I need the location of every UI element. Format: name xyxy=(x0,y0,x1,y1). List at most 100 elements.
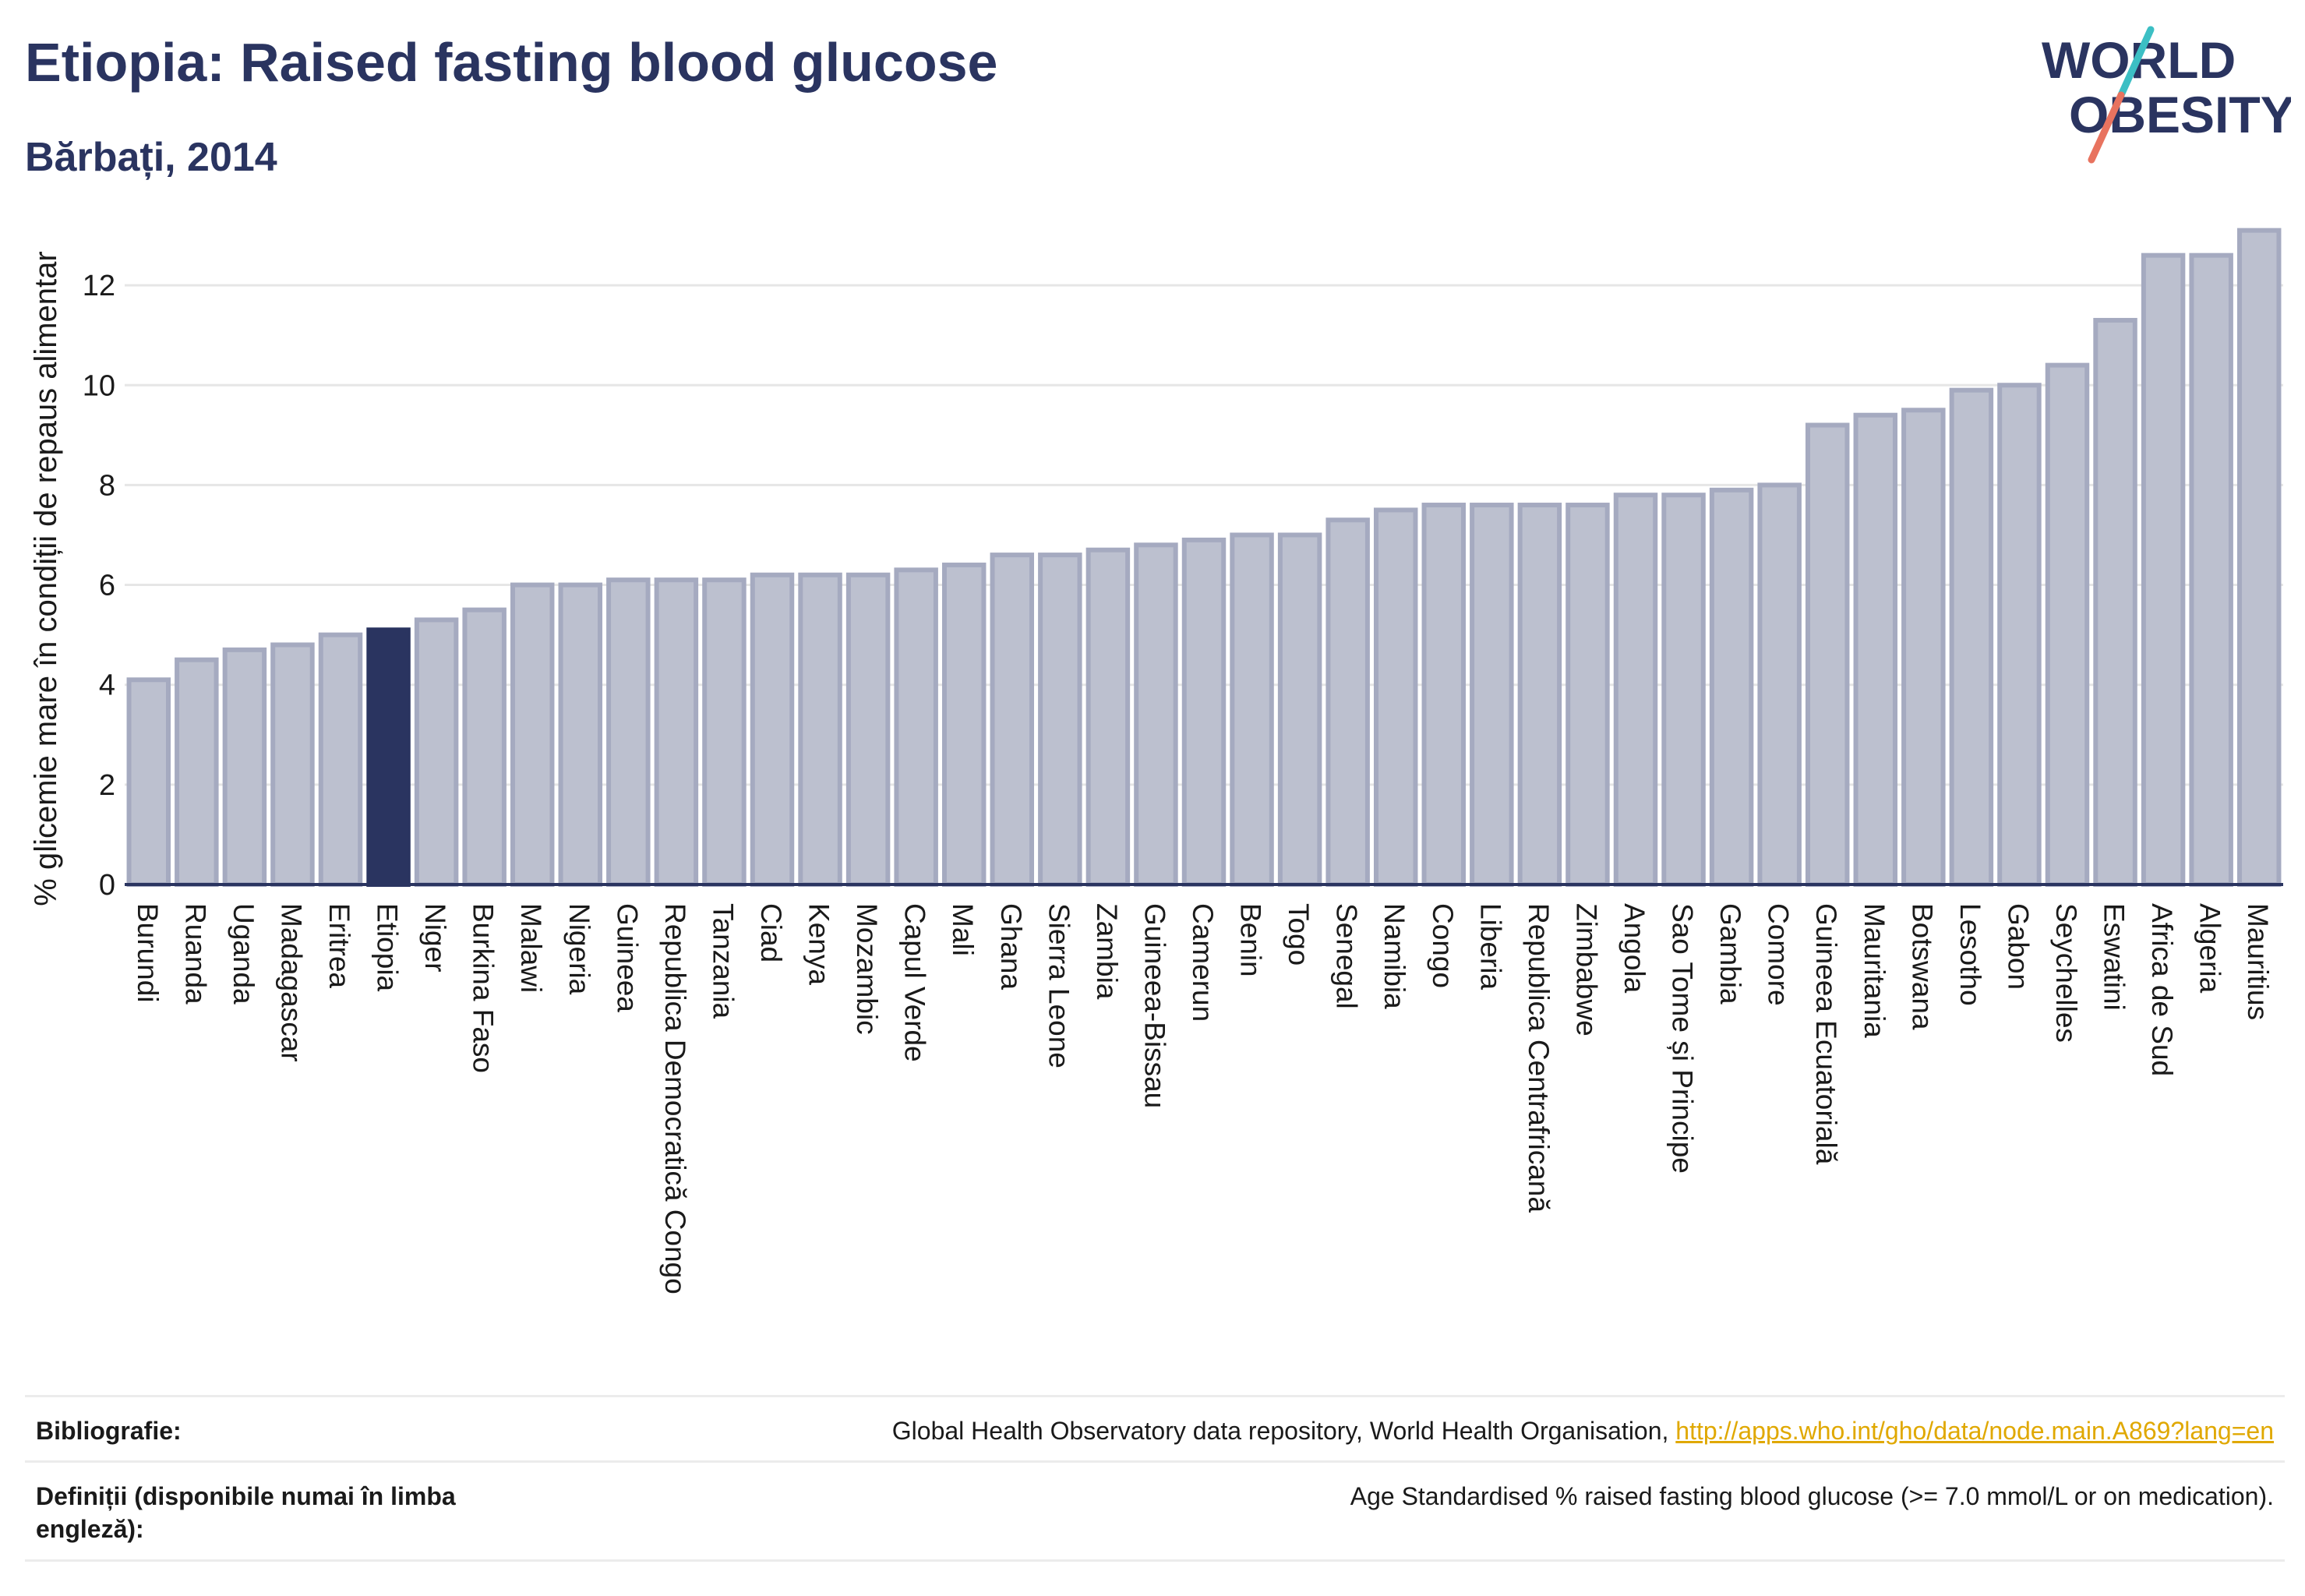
bar-camerun xyxy=(1181,537,1227,888)
x-tick-label: Senegal xyxy=(1331,903,1363,1009)
x-tick-label: Burkina Faso xyxy=(468,903,499,1073)
bar-angola xyxy=(1613,493,1658,887)
x-tick-label: Algeria xyxy=(2194,903,2226,994)
x-tick-label: Mali xyxy=(947,903,979,956)
x-tick-label: Lesotho xyxy=(1954,903,1986,1006)
bar-mali xyxy=(941,562,987,887)
bar-mozambic xyxy=(845,572,891,887)
x-tick-label: Zimbabwe xyxy=(1570,903,1602,1036)
bar-togo xyxy=(1277,532,1322,888)
x-tick-label: Gabon xyxy=(2002,903,2034,990)
x-tick-label: Uganda xyxy=(228,903,259,1005)
x-tick-label: Ruanda xyxy=(179,903,211,1005)
bar-guineea-ecuatorial- xyxy=(1805,422,1850,887)
x-tick-label: Republica Centrafricană xyxy=(1523,903,1555,1213)
x-tick-label: Benin xyxy=(1235,903,1267,977)
x-tick-label: Kenya xyxy=(803,903,835,985)
bar-mauritius xyxy=(2236,228,2282,887)
definitions-label: Definiții (disponibile numai în limba en… xyxy=(36,1482,456,1543)
logo-slash-coral xyxy=(2088,91,2125,164)
x-tick-label: Namibia xyxy=(1378,903,1410,1009)
bar-benin xyxy=(1230,532,1274,888)
x-tick-label: Seychelles xyxy=(2050,903,2082,1043)
x-tick-label: Comore xyxy=(1763,903,1795,1006)
x-tick-label: Tanzania xyxy=(707,903,739,1019)
bar-etiopia xyxy=(366,627,411,887)
bar-burundi xyxy=(126,677,171,888)
x-tick-label: Mozambic xyxy=(851,903,883,1035)
bar-sao-tome-i-principe xyxy=(1661,493,1706,887)
bar-burkina-faso xyxy=(462,607,507,887)
bar-nigeria xyxy=(558,582,603,887)
x-tick-label: Nigeria xyxy=(563,903,595,995)
bar-republica-democratic-congo xyxy=(654,577,699,887)
y-axis-label: % glicemie mare în condiții de repaus al… xyxy=(29,251,63,906)
x-tick-label: Malawi xyxy=(515,903,547,993)
bar-sierra-leone xyxy=(1038,553,1082,887)
bar-algeria xyxy=(2189,252,2233,887)
bar-lesotho xyxy=(1949,387,1994,887)
page-subtitle: Bărbați, 2014 xyxy=(25,135,277,180)
x-tick-label: Eritrea xyxy=(323,903,355,988)
bar-chart: 0 2 4 6 8 10 12 Burundi Ruanda Uganda Madagascar E… xyxy=(29,228,2283,1294)
bibliography-link[interactable]: http://apps.who.int/gho/data/node.main.A… xyxy=(1675,1417,2274,1445)
bar-africa-de-sud xyxy=(2141,252,2186,887)
bar-ruanda xyxy=(175,657,219,888)
bar-seychelles xyxy=(2045,362,2090,887)
bar-zimbabwe xyxy=(1565,503,1610,887)
x-tick-label: Guineea-Bissau xyxy=(1138,903,1170,1108)
x-tick-label: Mauritania xyxy=(1858,903,1890,1038)
x-tick-label: Guineea Ecuatorială xyxy=(1810,903,1842,1165)
bar-gabon xyxy=(1997,383,2042,887)
bar-ghana xyxy=(990,553,1035,887)
x-tick-labels: Burundi Ruanda Uganda Madagascar Eritrea Etio… xyxy=(132,903,2274,1294)
x-tick-label: Etiopia xyxy=(372,903,404,992)
x-tick-label: Congo xyxy=(1427,903,1459,988)
x-tick-label: Liberia xyxy=(1474,903,1506,990)
y-tick-labels: 0 2 4 6 8 10 12 xyxy=(83,270,115,902)
x-tick-label: Mauritius xyxy=(2242,903,2274,1020)
bar-botswana xyxy=(1901,408,1946,887)
bar-capul-verde xyxy=(894,567,938,887)
logo-slash-teal xyxy=(2117,26,2155,99)
bar-guineea-bissau xyxy=(1134,542,1178,888)
bar-eritrea xyxy=(318,632,363,887)
x-tick-label: Zambia xyxy=(1091,903,1123,1000)
x-tick-label: Capul Verde xyxy=(899,903,931,1062)
y-tick-label: 4 xyxy=(99,669,115,702)
bar-republica-centrafrican- xyxy=(1517,503,1562,887)
bar-congo xyxy=(1421,503,1467,887)
bar-ciad xyxy=(750,572,795,887)
x-tick-label: Republica Democratică Congo xyxy=(659,903,691,1294)
bar-uganda xyxy=(222,647,267,888)
bar-eswatini xyxy=(2093,317,2137,887)
bars xyxy=(126,228,2282,888)
bar-madagascar xyxy=(270,642,315,887)
bibliography-value: Global Health Observatory data repositor… xyxy=(892,1414,2274,1447)
footer-row-bibliography: Bibliografie: Global Health Observatory … xyxy=(25,1395,2285,1463)
y-tick-label: 8 xyxy=(99,469,115,502)
x-tick-label: Guineea xyxy=(611,903,643,1012)
world-obesity-logo: WORLD OBESITY xyxy=(2042,26,2291,164)
x-tick-label: Madagascar xyxy=(275,903,307,1062)
y-tick-label: 0 xyxy=(99,869,115,902)
x-tick-label: Gambia xyxy=(1714,903,1746,1005)
bibliography-text: Global Health Observatory data repositor… xyxy=(891,1417,1676,1445)
x-tick-label: Angola xyxy=(1618,903,1650,994)
bar-malawi xyxy=(510,582,555,887)
x-tick-label: Niger xyxy=(419,903,451,972)
bar-guineea xyxy=(606,577,651,887)
x-tick-label: Sierra Leone xyxy=(1043,903,1075,1068)
x-tick-label: Burundi xyxy=(132,903,164,1003)
bar-kenya xyxy=(798,572,842,887)
y-tick-label: 12 xyxy=(83,270,115,302)
y-tick-label: 6 xyxy=(99,570,115,602)
x-tick-label: Ghana xyxy=(995,903,1027,990)
bar-liberia xyxy=(1470,503,1514,887)
bar-comore xyxy=(1757,482,1802,887)
bar-niger xyxy=(414,617,459,887)
bar-senegal xyxy=(1325,517,1370,888)
y-tick-label: 10 xyxy=(83,369,115,402)
x-tick-label: Camerun xyxy=(1187,903,1219,1022)
x-tick-label: Ciad xyxy=(755,903,787,962)
